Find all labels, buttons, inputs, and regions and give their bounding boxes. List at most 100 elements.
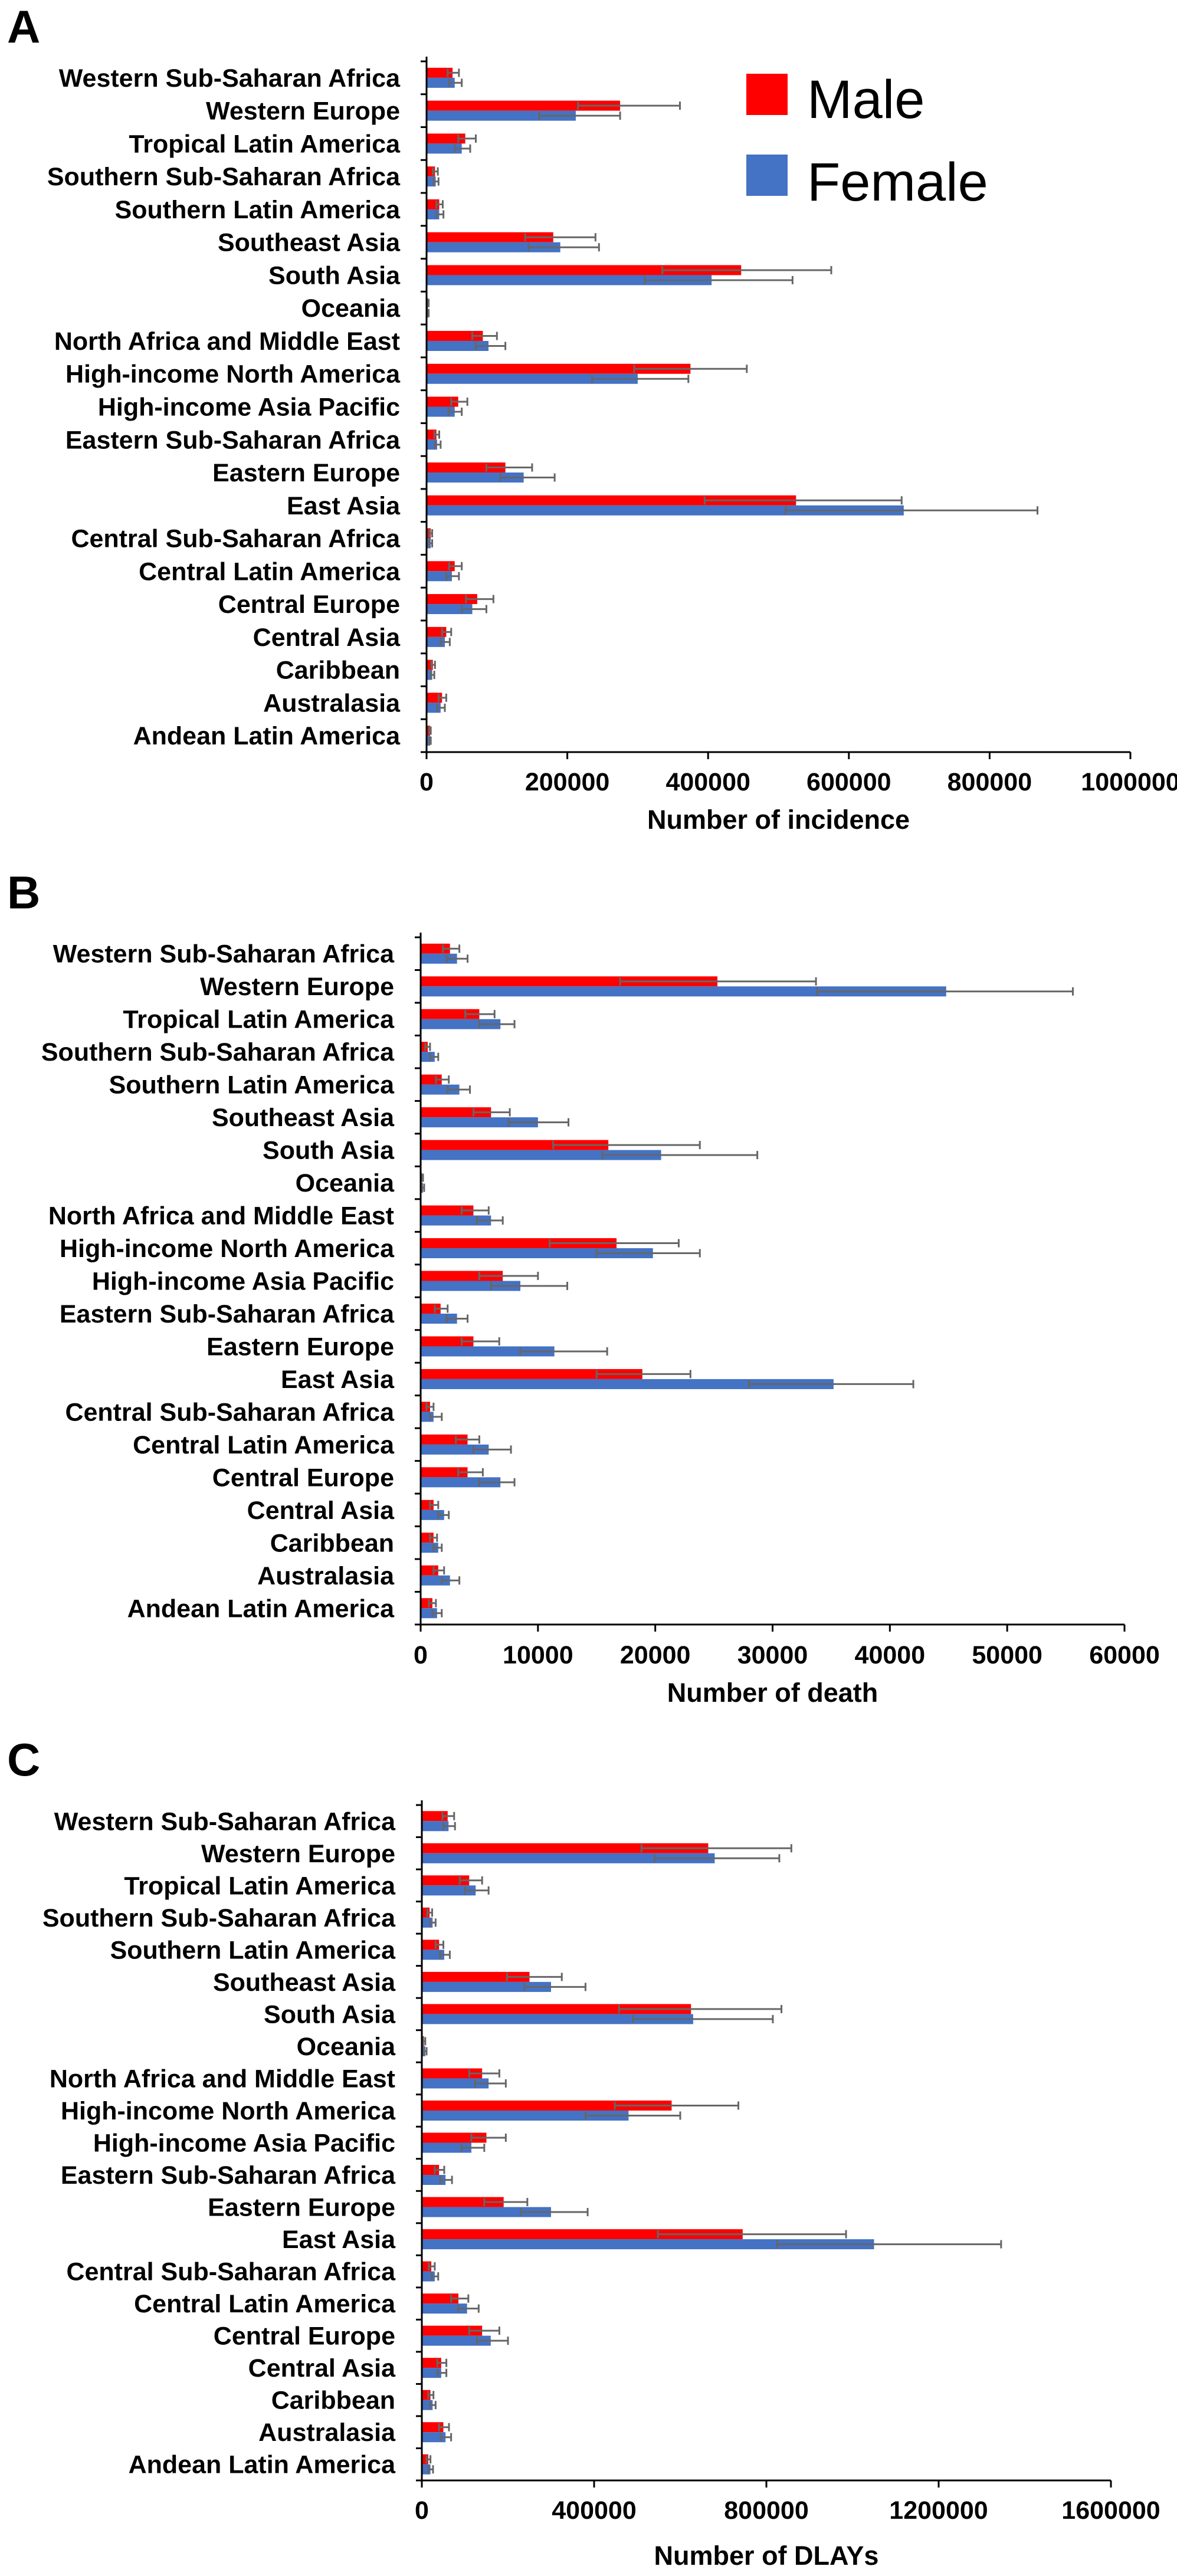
category-label: Southern Sub-Saharan Africa — [42, 1904, 396, 1932]
category-label: Southern Sub-Saharan Africa — [47, 163, 401, 191]
category-label: Central Europe — [218, 590, 400, 619]
category-label: Central Latin America — [139, 557, 401, 586]
category-label: Central Asia — [247, 1497, 395, 1525]
category-label: Australasia — [257, 1562, 395, 1590]
category-label: Western Europe — [201, 1840, 395, 1868]
category-label: East Asia — [287, 492, 401, 520]
panel-c-dlays-chart: C Western Sub-Saharan Africa Western Euro… — [7, 1734, 1160, 2571]
category-label: Caribbean — [271, 2387, 395, 2415]
panel-label-c: C — [7, 1734, 40, 1786]
x-tick-label: 0 — [415, 2496, 429, 2525]
category-label: Southern Sub-Saharan Africa — [41, 1038, 395, 1067]
panel-c-category-labels: Western Sub-Saharan Africa Western Europe… — [42, 1805, 422, 2480]
category-label: Western Sub-Saharan Africa — [59, 64, 401, 93]
category-label: Western Europe — [200, 973, 394, 1001]
panel-a-x-ticks: 0 200000 400000 600000 800000 1000000 — [419, 752, 1177, 796]
x-tick-label: 10000 — [503, 1641, 573, 1669]
panel-b-x-ticks: 0 10000 20000 30000 40000 50000 60000 — [414, 1625, 1160, 1669]
figure: A Western Sub-Saharan AfricaWestern Euro… — [0, 0, 1177, 2576]
panel-b-category-labels: Western Sub-Saharan Africa Western Europe… — [41, 937, 421, 1625]
category-label: Southeast Asia — [213, 1968, 396, 1997]
category-label: Central Sub-Saharan Africa — [65, 1398, 395, 1426]
legend: Male Female — [746, 70, 988, 212]
category-label: Oceania — [297, 2033, 396, 2061]
panel-b-x-axis-label: Number of death — [667, 1678, 878, 1708]
x-tick-label: 800000 — [947, 768, 1032, 796]
category-label: Andean Latin America — [127, 1594, 395, 1623]
category-label: Australasia — [258, 2419, 396, 2447]
category-label: Southern Latin America — [109, 1071, 395, 1100]
category-label: High-income North America — [65, 360, 401, 389]
category-label: Central Sub-Saharan Africa — [66, 2258, 396, 2286]
category-label: Oceania — [301, 294, 401, 323]
x-tick-label: 1000000 — [1081, 768, 1177, 796]
category-label: South Asia — [263, 1137, 395, 1165]
panel-c-bars — [422, 1811, 874, 2474]
category-label: East Asia — [281, 1366, 395, 1394]
category-label: North Africa and Middle East — [48, 1202, 394, 1230]
category-label: High-income Asia Pacific — [92, 1268, 394, 1296]
category-label: Tropical Latin America — [124, 1872, 396, 1900]
legend-male-label: Male — [807, 70, 924, 130]
category-label: Caribbean — [276, 657, 400, 685]
panel-a-incidence-chart: A Western Sub-Saharan AfricaWestern Euro… — [7, 1, 1177, 835]
category-label: Southeast Asia — [218, 229, 401, 257]
x-tick-label: 1600000 — [1061, 2496, 1160, 2525]
category-label: Western Sub-Saharan Africa — [53, 940, 395, 969]
category-label: Andean Latin America — [129, 2451, 396, 2479]
category-label: Central Europe — [214, 2322, 395, 2351]
category-label: Caribbean — [270, 1529, 394, 1557]
panel-label-b: B — [7, 867, 40, 918]
category-label: Oceania — [296, 1169, 395, 1197]
panel-b-bars — [421, 944, 946, 1619]
panel-c-error-bars — [423, 1812, 1001, 2473]
category-label: Eastern Europe — [212, 459, 400, 487]
category-label: Central Asia — [253, 624, 401, 652]
x-tick-label: 800000 — [724, 2496, 809, 2525]
category-label: Andean Latin America — [133, 722, 401, 750]
category-label: Eastern Europe — [208, 2194, 395, 2222]
category-label: Eastern Sub-Saharan Africa — [65, 426, 401, 454]
category-label: Central Europe — [212, 1463, 394, 1492]
x-tick-label: 400000 — [665, 768, 750, 796]
category-label: High-income North America — [61, 2097, 396, 2125]
x-tick-label: 20000 — [620, 1641, 691, 1669]
legend-female-label: Female — [807, 152, 988, 212]
x-tick-label: 0 — [414, 1641, 428, 1669]
legend-female-swatch — [746, 155, 788, 196]
x-tick-label: 1200000 — [889, 2496, 988, 2525]
category-label: Tropical Latin America — [123, 1006, 395, 1034]
category-label: High-income Asia Pacific — [93, 2129, 395, 2158]
panel-c-x-ticks: 0 400000 800000 1200000 1600000 — [415, 2480, 1160, 2525]
category-label: North Africa and Middle East — [54, 327, 400, 356]
x-tick-label: 40000 — [855, 1641, 926, 1669]
category-label: South Asia — [264, 2000, 396, 2029]
x-tick-label: 30000 — [737, 1641, 808, 1669]
category-label: Tropical Latin America — [129, 130, 401, 158]
x-tick-label: 400000 — [552, 2496, 637, 2525]
x-tick-label: 0 — [419, 768, 434, 796]
panel-a-x-axis-label: Number of incidence — [647, 805, 910, 835]
panel-b-death-chart: B Western Sub-Saharan Africa Western Euro… — [7, 867, 1160, 1708]
category-label: Eastern Sub-Saharan Africa — [61, 2161, 396, 2190]
category-label: High-income North America — [60, 1235, 395, 1263]
legend-male-swatch — [746, 74, 788, 115]
category-label: North Africa and Middle East — [50, 2065, 395, 2093]
category-label: Southern Latin America — [110, 1936, 396, 1964]
x-tick-label: 50000 — [972, 1641, 1042, 1669]
category-label: Central Latin America — [133, 1431, 395, 1459]
panel-a-category-labels: Western Sub-Saharan Africa Western Europe… — [47, 61, 427, 752]
category-label: Western Europe — [206, 97, 400, 126]
x-tick-label: 200000 — [525, 768, 610, 796]
category-label: Western Sub-Saharan Africa — [54, 1807, 396, 1836]
category-label: High-income Asia Pacific — [98, 393, 400, 422]
x-tick-label: 60000 — [1089, 1641, 1160, 1669]
category-label: Eastern Sub-Saharan Africa — [60, 1300, 395, 1328]
category-label: Central Sub-Saharan Africa — [71, 525, 401, 553]
category-label: Central Asia — [248, 2354, 396, 2383]
category-label: Southern Latin America — [115, 196, 401, 224]
category-label: Southeast Asia — [212, 1104, 395, 1132]
x-tick-label: 600000 — [806, 768, 891, 796]
category-label: Australasia — [263, 689, 401, 717]
category-label: South Asia — [268, 261, 401, 290]
